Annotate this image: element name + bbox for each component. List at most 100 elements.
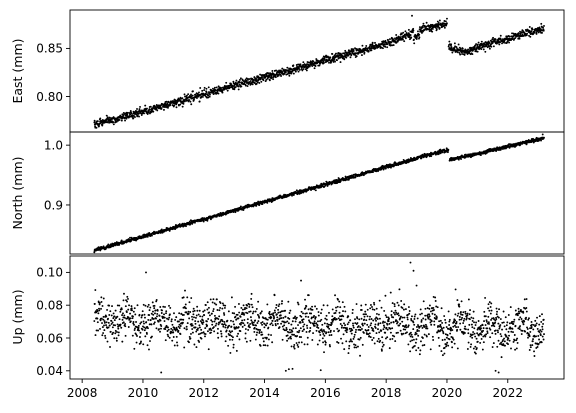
up-data-point bbox=[192, 313, 195, 316]
up-data-point bbox=[353, 333, 356, 336]
up-data-point bbox=[398, 324, 401, 327]
up-data-point bbox=[260, 322, 263, 324]
up-data-point bbox=[227, 344, 230, 347]
east-data-point bbox=[331, 52, 334, 55]
up-data-point bbox=[231, 336, 234, 339]
up-data-point bbox=[208, 311, 211, 314]
up-data-point bbox=[175, 326, 178, 329]
up-data-point bbox=[113, 319, 116, 322]
up-data-point bbox=[143, 313, 146, 316]
up-data-point bbox=[296, 344, 299, 346]
up-data-point bbox=[424, 323, 427, 326]
up-data-point bbox=[195, 314, 198, 317]
up-data-point bbox=[420, 319, 423, 322]
up-data-point bbox=[367, 329, 370, 331]
east-data-point bbox=[112, 123, 115, 126]
up-data-point bbox=[135, 321, 137, 323]
up-data-point bbox=[267, 338, 270, 341]
up-data-point bbox=[189, 311, 192, 313]
up-data-point bbox=[248, 310, 251, 313]
up-data-point bbox=[339, 306, 342, 309]
east-data-point bbox=[444, 20, 447, 23]
up-data-point bbox=[411, 339, 414, 342]
up-data-point bbox=[264, 344, 267, 347]
up-data-point bbox=[149, 340, 151, 343]
up-data-point bbox=[334, 294, 336, 297]
up-data-point bbox=[406, 313, 409, 316]
up-data-point bbox=[376, 340, 379, 343]
east-data-point bbox=[355, 52, 358, 55]
up-data-point bbox=[106, 308, 109, 311]
east-data-point bbox=[413, 42, 416, 45]
up-data-point bbox=[215, 303, 218, 306]
up-data-point bbox=[341, 301, 344, 304]
up-data-point bbox=[272, 317, 275, 320]
up-data-point bbox=[404, 308, 407, 311]
up-data-point bbox=[352, 326, 355, 329]
up-data-point bbox=[375, 312, 378, 315]
up-data-point bbox=[373, 308, 376, 311]
up-data-point bbox=[121, 314, 124, 317]
up-data-point bbox=[316, 343, 319, 346]
up-data-point bbox=[207, 318, 210, 320]
north-data-point bbox=[307, 189, 310, 191]
east-data-point bbox=[299, 63, 302, 66]
north-data-point bbox=[310, 189, 312, 191]
up-data-point bbox=[342, 333, 345, 336]
up-data-point bbox=[389, 327, 392, 330]
up-data-point bbox=[184, 289, 186, 292]
up-data-point bbox=[414, 341, 417, 344]
up-data-point bbox=[102, 297, 105, 300]
east-data-point bbox=[397, 36, 400, 39]
up-data-point bbox=[301, 330, 304, 333]
east-data-point bbox=[425, 25, 428, 28]
up-data-point bbox=[111, 321, 114, 324]
up-data-point bbox=[253, 330, 256, 333]
north-data-point bbox=[540, 139, 542, 142]
up-data-point bbox=[338, 329, 340, 332]
up-data-point bbox=[315, 307, 318, 310]
up-data-point bbox=[271, 319, 274, 322]
up-data-point bbox=[373, 342, 376, 345]
up-data-point bbox=[225, 329, 228, 332]
north-data-point bbox=[146, 235, 149, 238]
up-data-point bbox=[234, 315, 237, 318]
up-data-point bbox=[211, 320, 214, 323]
up-data-point bbox=[286, 334, 289, 337]
up-data-point bbox=[377, 313, 380, 316]
up-data-point bbox=[311, 305, 314, 308]
up-data-point bbox=[270, 316, 273, 319]
up-data-point bbox=[418, 329, 420, 332]
up-data-point bbox=[257, 320, 260, 323]
east-data-point bbox=[463, 53, 466, 56]
east-data-point bbox=[127, 111, 130, 114]
up-data-point bbox=[148, 309, 151, 312]
up-data-point bbox=[405, 326, 408, 329]
north-data-point bbox=[441, 151, 444, 154]
east-data-point bbox=[389, 38, 391, 41]
up-data-point bbox=[133, 323, 135, 326]
up-data-point bbox=[266, 322, 269, 325]
up-data-point bbox=[191, 318, 194, 321]
up-data-point bbox=[389, 338, 392, 341]
east-data-point bbox=[336, 59, 338, 62]
up-data-point bbox=[313, 322, 316, 325]
east-data-point bbox=[315, 58, 318, 61]
east-data-point bbox=[169, 103, 172, 106]
up-data-point bbox=[298, 336, 301, 338]
east-data-point bbox=[233, 88, 236, 91]
east-data-point bbox=[438, 27, 441, 30]
east-data-point bbox=[461, 47, 464, 50]
east-data-point bbox=[101, 124, 104, 127]
north-data-point bbox=[120, 239, 123, 242]
east-data-point bbox=[339, 61, 342, 64]
up-data-point bbox=[414, 333, 417, 336]
east-data-point bbox=[461, 52, 464, 55]
up-data-point bbox=[188, 335, 191, 338]
east-data-point bbox=[350, 54, 353, 57]
up-data-point bbox=[189, 337, 192, 340]
east-data-point bbox=[286, 66, 289, 69]
up-data-point bbox=[93, 320, 96, 322]
east-y-axis-label: East (mm) bbox=[10, 38, 25, 103]
up-data-point bbox=[343, 305, 346, 308]
